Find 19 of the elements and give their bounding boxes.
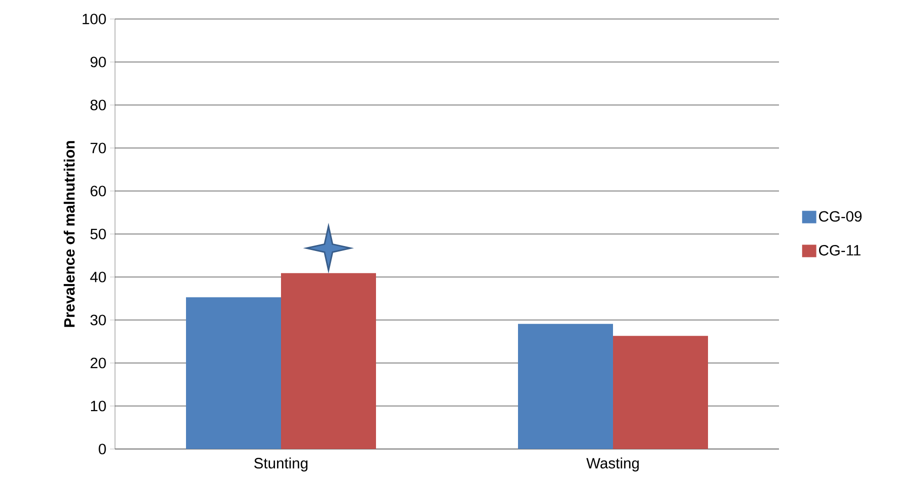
y-tick-label: 0 [98,444,106,454]
y-axis-title: Prevalence of malnutrition [64,141,75,327]
bar [518,324,614,449]
y-tick-label: 50 [90,228,106,240]
y-tick-label: 10 [91,400,106,412]
y-tick-label: 80 [90,100,106,110]
y-tick-label: 30 [90,314,106,326]
y-tick-label: 20 [90,358,106,368]
y-tick-label: 100 [82,14,106,24]
x-tick-label: Wasting [586,458,639,472]
bar [613,336,708,449]
x-tick-label: Stunting [254,458,308,472]
legend-label: CG-09 [819,211,862,222]
bar [186,297,281,449]
legend-label: CG-11 [819,244,860,256]
y-tick-label: 40 [90,272,106,282]
y-tick-label: 90 [90,56,106,68]
y-tick-label: 70 [90,142,106,154]
y-tick-label: 60 [90,186,106,196]
